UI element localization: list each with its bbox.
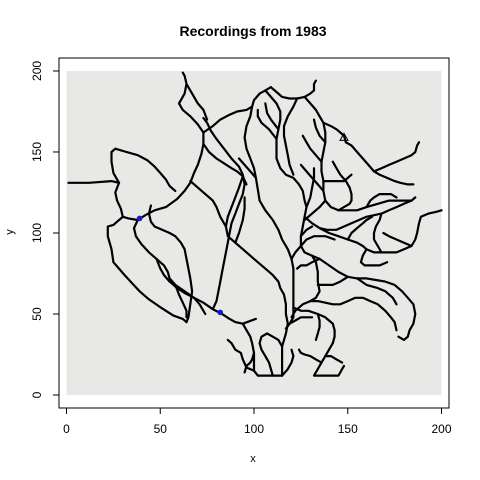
y-tick-label-100: 100 (30, 223, 44, 243)
y-tick-label-50: 50 (30, 307, 44, 321)
network-segment-45 (290, 254, 321, 319)
x-axis-label: x (250, 453, 256, 465)
network-segment-56 (365, 193, 398, 209)
network-segment-49 (356, 277, 398, 306)
network-segment-12 (185, 82, 209, 121)
x-tick-label-150: 150 (338, 422, 358, 436)
chart-title: Recordings from 1983 (179, 23, 326, 39)
y-axis: 0 50 100 150 200 (30, 61, 59, 398)
y-tick-label-0: 0 (30, 391, 44, 398)
network-segment-47 (309, 296, 398, 332)
network-segment-13 (243, 105, 295, 330)
network-segment-50 (292, 306, 336, 345)
y-axis-label: y (4, 229, 16, 235)
network-segment-38 (359, 248, 389, 267)
network-segment-10 (202, 142, 248, 186)
network-segment-2 (136, 71, 205, 222)
network-segment-44 (305, 167, 316, 209)
network-segment-37 (346, 215, 374, 241)
network-segment-27 (282, 97, 299, 176)
network-segment-40 (382, 231, 413, 248)
network-segment-26 (264, 102, 280, 131)
line-network (67, 71, 443, 377)
network-segment-36 (318, 199, 413, 231)
x-axis: 0 50 100 150 200 (63, 408, 452, 436)
network-segment-31 (301, 134, 323, 163)
network-segment-58 (344, 141, 415, 186)
point-triangle-2 (339, 132, 349, 141)
network-segment-0 (67, 180, 121, 184)
network-segment-3 (110, 147, 177, 192)
network-segment-29 (322, 121, 347, 144)
network-segment-11 (202, 86, 272, 134)
network-segment-48 (316, 275, 349, 286)
y-tick-label-200: 200 (30, 61, 44, 81)
network-segment-9 (202, 116, 246, 311)
x-tick-label-200: 200 (431, 422, 451, 436)
network-segment-34 (331, 160, 353, 212)
network-segment-24 (269, 79, 317, 100)
network-segment-1 (114, 181, 139, 222)
observation-window (66, 70, 442, 396)
x-tick-label-100: 100 (244, 422, 264, 436)
network-segment-21 (258, 332, 284, 377)
network-segment-30 (312, 118, 327, 144)
network-segment-55 (288, 316, 314, 325)
network-segment-8 (174, 283, 188, 319)
network-segment-16 (237, 157, 257, 179)
network-segment-14 (224, 175, 289, 377)
data-points (136, 132, 349, 316)
network-segment-42 (299, 225, 314, 238)
x-tick-label-0: 0 (63, 422, 70, 436)
network-segment-23 (264, 89, 417, 341)
network-segment-22 (281, 348, 295, 377)
network-segment-53 (297, 348, 323, 364)
y-tick-label-150: 150 (30, 142, 44, 162)
network-segment-54 (324, 355, 344, 364)
network-segment-18 (241, 322, 284, 377)
network-segment-59 (372, 141, 421, 173)
network-segment-46 (296, 257, 321, 270)
network-segment-39 (372, 212, 383, 254)
network-segment-25 (256, 108, 278, 141)
network-segment-6 (147, 204, 194, 324)
network-segment-32 (299, 163, 325, 192)
network-segment-20 (226, 338, 256, 372)
network-segment-15 (189, 180, 227, 228)
point-dot-0 (136, 215, 143, 222)
network-segment-17 (234, 196, 246, 244)
network-segment-51 (314, 312, 321, 341)
network-segment-57 (322, 173, 353, 183)
network-segment-7 (155, 257, 207, 316)
network-segment-35 (303, 209, 443, 254)
point-dot-1 (217, 309, 224, 316)
network-segment-41 (299, 235, 336, 248)
network-segment-33 (303, 199, 327, 222)
network-segment-43 (290, 244, 302, 260)
x-tick-label-50: 50 (154, 422, 168, 436)
network-segment-5 (106, 215, 188, 324)
